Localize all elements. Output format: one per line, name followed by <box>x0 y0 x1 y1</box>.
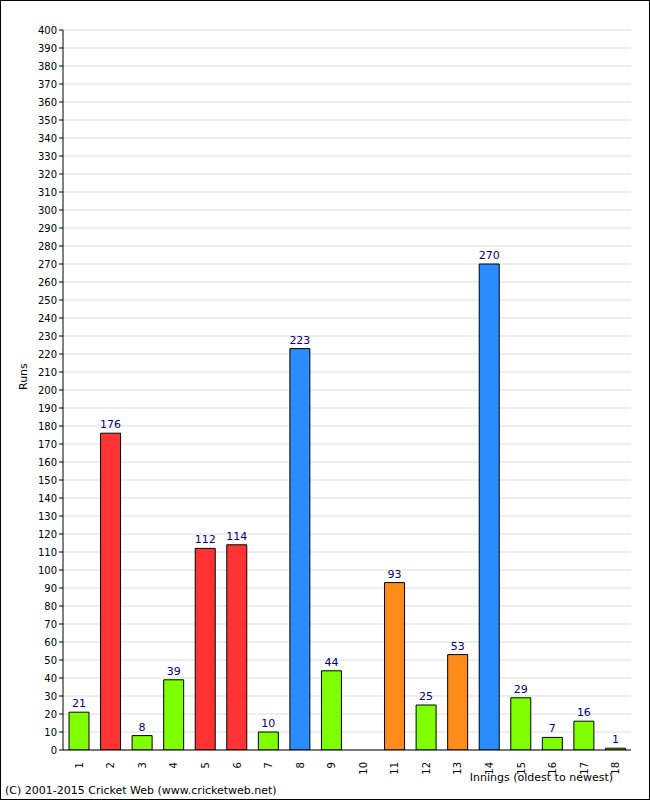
svg-text:40: 40 <box>44 673 57 684</box>
svg-text:25: 25 <box>419 690 433 703</box>
svg-text:1: 1 <box>74 762 85 768</box>
svg-text:18: 18 <box>610 762 622 775</box>
svg-text:160: 160 <box>38 457 57 468</box>
svg-text:114: 114 <box>226 530 247 543</box>
svg-text:250: 250 <box>38 295 57 306</box>
svg-text:240: 240 <box>38 313 57 324</box>
svg-text:270: 270 <box>38 259 57 270</box>
svg-text:150: 150 <box>38 475 57 486</box>
svg-text:12: 12 <box>421 762 432 775</box>
svg-text:380: 380 <box>38 61 57 72</box>
svg-text:17: 17 <box>578 762 590 775</box>
svg-text:320: 320 <box>38 169 57 180</box>
svg-text:350: 350 <box>38 115 57 126</box>
svg-text:223: 223 <box>289 334 310 347</box>
svg-text:112: 112 <box>195 533 216 546</box>
svg-text:11: 11 <box>389 762 400 775</box>
svg-text:7: 7 <box>549 722 556 735</box>
svg-text:120: 120 <box>38 529 57 540</box>
svg-text:8: 8 <box>139 721 146 734</box>
svg-text:20: 20 <box>44 709 57 720</box>
svg-text:9: 9 <box>326 762 337 768</box>
svg-text:390: 390 <box>38 43 57 54</box>
svg-text:50: 50 <box>44 655 57 666</box>
svg-text:360: 360 <box>38 97 57 108</box>
svg-text:10: 10 <box>358 762 369 775</box>
svg-text:2: 2 <box>105 762 116 768</box>
svg-text:3: 3 <box>137 762 148 768</box>
svg-text:270: 270 <box>479 249 500 262</box>
svg-text:10: 10 <box>44 727 57 738</box>
svg-text:53: 53 <box>451 640 465 653</box>
svg-text:10: 10 <box>261 717 275 730</box>
svg-text:110: 110 <box>38 547 57 558</box>
svg-text:15: 15 <box>515 762 527 775</box>
svg-text:93: 93 <box>388 568 402 581</box>
svg-text:16: 16 <box>547 762 559 775</box>
html-text:(C) 2001-2015 Cricket Web (www: (C) 2001-2015 Cricket Web (www.cricketwe… <box>5 784 277 797</box>
svg-text:180: 180 <box>38 421 57 432</box>
svg-text:Innings (oldest to newest): Innings (oldest to newest) <box>470 771 613 784</box>
svg-text:0: 0 <box>51 745 57 756</box>
svg-text:Runs: Runs <box>17 363 30 390</box>
svg-text:220: 220 <box>38 349 57 360</box>
svg-text:130: 130 <box>38 511 57 522</box>
svg-text:230: 230 <box>38 331 57 342</box>
svg-text:330: 330 <box>38 151 57 162</box>
svg-text:290: 290 <box>38 223 57 234</box>
svg-text:100: 100 <box>38 565 57 576</box>
svg-text:8: 8 <box>295 762 306 768</box>
svg-text:140: 140 <box>38 493 57 504</box>
svg-text:80: 80 <box>44 601 57 612</box>
svg-text:60: 60 <box>44 637 57 648</box>
svg-text:200: 200 <box>38 385 57 396</box>
svg-text:7: 7 <box>263 762 274 768</box>
svg-text:400: 400 <box>38 25 57 36</box>
svg-text:260: 260 <box>38 277 57 288</box>
svg-text:14: 14 <box>484 762 495 775</box>
svg-text:5: 5 <box>200 762 211 768</box>
svg-text:90: 90 <box>44 583 57 594</box>
svg-text:29: 29 <box>514 683 528 696</box>
svg-text:39: 39 <box>167 665 181 678</box>
svg-text:1: 1 <box>612 733 619 746</box>
svg-text:310: 310 <box>38 187 57 198</box>
svg-text:210: 210 <box>38 367 57 378</box>
svg-text:340: 340 <box>38 133 57 144</box>
svg-text:70: 70 <box>44 619 57 630</box>
svg-text:370: 370 <box>38 79 57 90</box>
svg-text:4: 4 <box>168 762 179 768</box>
svg-text:176: 176 <box>100 418 121 431</box>
svg-text:170: 170 <box>38 439 57 450</box>
svg-text:280: 280 <box>38 241 57 252</box>
svg-text:6: 6 <box>232 762 243 768</box>
svg-text:44: 44 <box>324 656 338 669</box>
svg-text:21: 21 <box>72 697 86 710</box>
svg-text:30: 30 <box>44 691 57 702</box>
svg-text:190: 190 <box>38 403 57 414</box>
svg-text:300: 300 <box>38 205 57 216</box>
svg-text:13: 13 <box>452 762 463 775</box>
svg-text:16: 16 <box>577 706 591 719</box>
